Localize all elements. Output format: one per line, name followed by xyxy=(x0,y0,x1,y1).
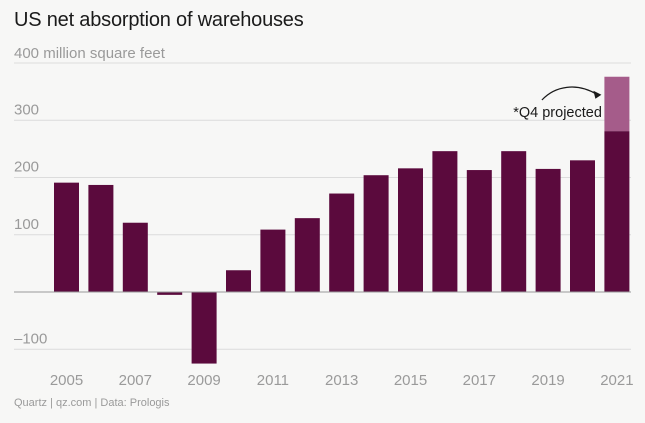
chart-title: US net absorption of warehouses xyxy=(14,9,304,31)
x-tick-labels: 2005 2007 2009 2011 2013 2015 2017 2019 2021 xyxy=(50,372,634,389)
y-tick-label: –100 xyxy=(14,330,47,347)
bar-2021 xyxy=(604,131,630,292)
x-tick-label: 2005 xyxy=(50,372,83,389)
x-tick-label: 2021 xyxy=(600,372,633,389)
bar-2020 xyxy=(570,160,595,292)
source-credit: Quartz | qz.com | Data: Prologis xyxy=(14,397,170,409)
bar-2018 xyxy=(501,151,527,292)
bar-projected-2021 xyxy=(604,76,630,132)
bar-2009 xyxy=(191,292,217,364)
bar-2014 xyxy=(363,175,389,292)
bar-2007 xyxy=(122,222,148,292)
bar-2016 xyxy=(432,151,458,292)
bar-2005 xyxy=(54,182,79,292)
bar-2008 xyxy=(157,292,183,295)
y-tick-labels: 300 200 100 –100 xyxy=(14,101,47,347)
x-tick-label: 2009 xyxy=(187,372,220,389)
y-tick-label: 200 xyxy=(14,159,39,176)
gridlines xyxy=(14,62,631,350)
bar-2019 xyxy=(535,168,561,292)
annotation-arrowhead xyxy=(593,90,602,99)
x-tick-label: 2015 xyxy=(394,372,427,389)
x-tick-label: 2013 xyxy=(325,372,358,389)
x-tick-label: 2011 xyxy=(257,372,289,389)
x-tick-label: 2017 xyxy=(463,372,496,389)
x-tick-label: 2007 xyxy=(119,372,152,389)
bar-2010 xyxy=(226,270,251,292)
bars xyxy=(14,76,631,364)
y-tick-label: 300 xyxy=(14,101,39,118)
y-tick-label: 100 xyxy=(14,216,39,233)
bar-2015 xyxy=(398,168,423,292)
bar-2017 xyxy=(466,170,492,292)
x-tick-label: 2019 xyxy=(531,372,564,389)
annotation-arrow xyxy=(541,86,598,101)
y-axis-unit-label: 400 million square feet xyxy=(14,45,166,62)
bar-2006 xyxy=(88,184,114,292)
bar-2011 xyxy=(260,229,286,292)
bar-2013 xyxy=(329,193,355,292)
bar-2012 xyxy=(294,218,320,292)
annotation-text: *Q4 projected xyxy=(513,105,602,121)
